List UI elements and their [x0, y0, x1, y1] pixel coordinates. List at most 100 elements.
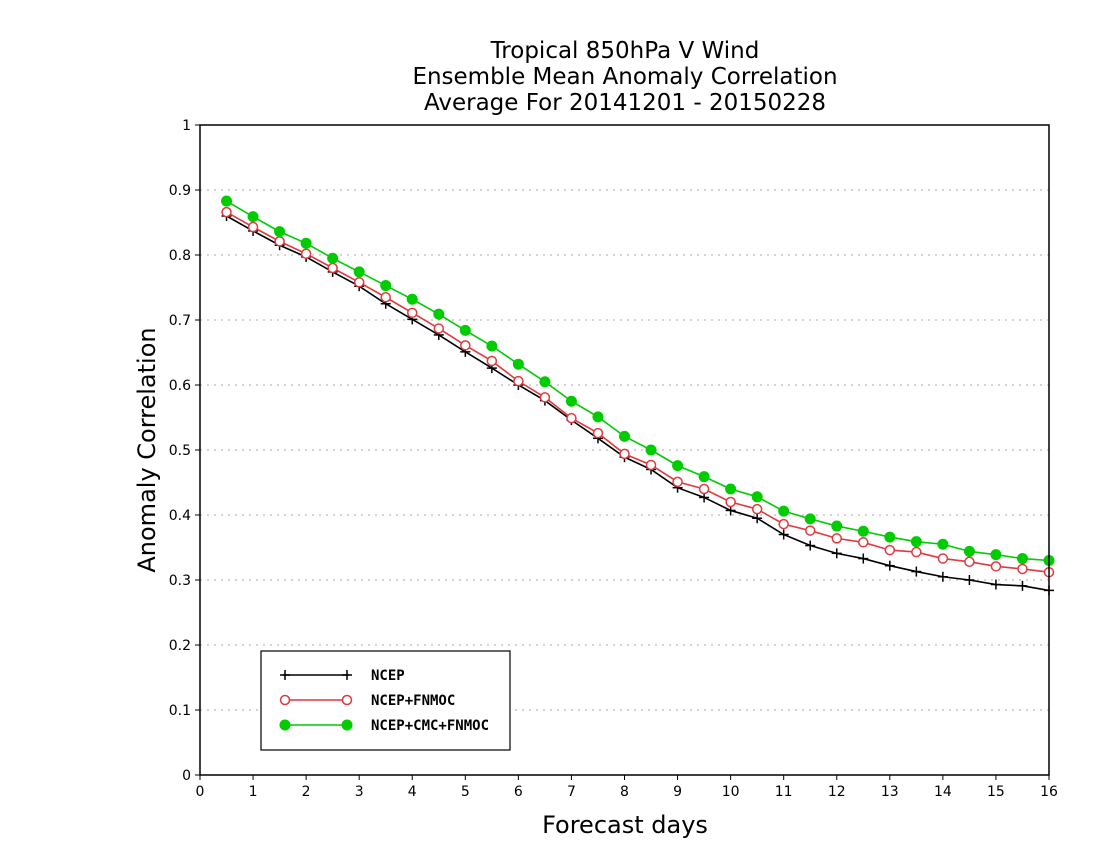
data-point	[752, 513, 763, 524]
y-axis-label: Anomaly Correlation	[133, 327, 161, 572]
data-point	[831, 520, 843, 532]
legend-label: NCEP	[371, 668, 405, 684]
data-point	[858, 553, 869, 564]
data-point	[698, 483, 710, 495]
data-point	[327, 252, 339, 264]
data-point	[221, 195, 233, 207]
data-point	[353, 266, 365, 278]
x-tick-label: 16	[1040, 784, 1058, 800]
x-tick-label: 11	[775, 784, 793, 800]
x-tick-label: 4	[408, 784, 417, 800]
y-tick-label: 0.9	[169, 183, 191, 199]
gridlines	[200, 189, 1049, 711]
legend-entry: NCEP+CMC+FNMOC	[279, 718, 489, 734]
x-tick-label: 6	[514, 784, 523, 800]
data-point	[884, 560, 895, 571]
data-point	[804, 513, 816, 525]
y-tick-label: 0.6	[169, 378, 191, 394]
x-tick-label: 1	[249, 784, 258, 800]
x-tick-label: 8	[620, 784, 629, 800]
x-tick-label: 9	[673, 784, 682, 800]
x-tick-label: 2	[302, 784, 311, 800]
x-tick-label: 10	[722, 784, 740, 800]
data-point	[698, 471, 710, 483]
data-point	[380, 280, 392, 292]
data-point	[592, 427, 604, 439]
x-tick-label: 15	[987, 784, 1005, 800]
title-line-2: Ensemble Mean Anomaly Correlation	[412, 64, 837, 90]
x-tick-label: 5	[461, 784, 470, 800]
data-point	[513, 375, 524, 387]
legend-marker	[279, 694, 291, 706]
legend-marker	[341, 694, 353, 706]
data-point	[751, 503, 763, 515]
data-point	[460, 340, 471, 351]
data-point	[645, 444, 657, 456]
data-point	[964, 575, 975, 585]
y-tick-label: 0.5	[169, 443, 191, 459]
data-point	[619, 448, 630, 460]
data-point	[433, 308, 445, 320]
data-point	[247, 211, 259, 223]
data-point	[725, 483, 737, 495]
y-tick-label: 0.8	[169, 248, 191, 264]
y-tick-label: 0	[182, 768, 191, 784]
data-point	[937, 538, 949, 550]
data-point	[778, 505, 790, 517]
legend-marker	[280, 670, 290, 680]
data-point	[274, 226, 286, 238]
series-0	[221, 211, 1054, 596]
x-tick-label: 13	[881, 784, 899, 800]
data-point	[539, 392, 551, 403]
data-point	[353, 277, 365, 288]
data-point	[486, 340, 498, 352]
x-tick-label: 12	[828, 784, 846, 800]
legend-marker	[342, 670, 352, 680]
data-point	[512, 358, 524, 370]
data-point	[672, 460, 684, 472]
y-tick-label: 0.1	[169, 703, 191, 719]
y-tick-label: 0.3	[169, 573, 191, 589]
data-point	[857, 525, 869, 537]
data-point	[619, 430, 630, 442]
x-axis: 0 1 2 3 4 5 6 7 8 9 10 11 12 13 14 15 16	[196, 775, 1058, 800]
series-line	[226, 211, 1050, 573]
data-point	[804, 525, 816, 536]
y-tick-label: 1	[182, 118, 191, 134]
y-tick-label: 0.2	[169, 638, 191, 654]
data-point	[805, 540, 816, 551]
data-point	[300, 248, 312, 259]
data-point	[566, 412, 577, 424]
data-point	[645, 459, 657, 471]
data-point	[990, 579, 1001, 590]
data-point	[884, 544, 896, 556]
data-point	[937, 553, 949, 564]
data-point	[1017, 580, 1028, 591]
data-point	[672, 476, 683, 488]
legend: NCEP NCEP+FNMOC NCEP+CMC+FNMOC	[260, 650, 511, 751]
series-1	[221, 206, 1055, 578]
data-point	[911, 566, 922, 577]
series-line	[226, 215, 1050, 592]
data-point	[592, 411, 604, 423]
data-point	[539, 376, 551, 388]
data-point	[831, 533, 842, 544]
data-point	[1016, 553, 1028, 565]
title-line-3: Average For 20141201 - 20150228	[424, 90, 826, 116]
data-point	[964, 556, 975, 568]
y-tick-label: 0.7	[169, 313, 191, 329]
x-tick-label: 7	[567, 784, 576, 800]
data-point	[911, 546, 922, 558]
plot-area	[221, 195, 1055, 596]
data-point	[221, 206, 232, 218]
x-tick-label: 3	[355, 784, 364, 800]
data-point	[884, 531, 896, 543]
data-point	[990, 561, 1002, 572]
data-point	[910, 536, 922, 548]
legend-marker	[341, 719, 353, 731]
x-tick-label: 0	[196, 784, 205, 800]
data-point	[406, 293, 418, 305]
data-point	[1017, 563, 1028, 575]
data-point	[565, 395, 577, 407]
